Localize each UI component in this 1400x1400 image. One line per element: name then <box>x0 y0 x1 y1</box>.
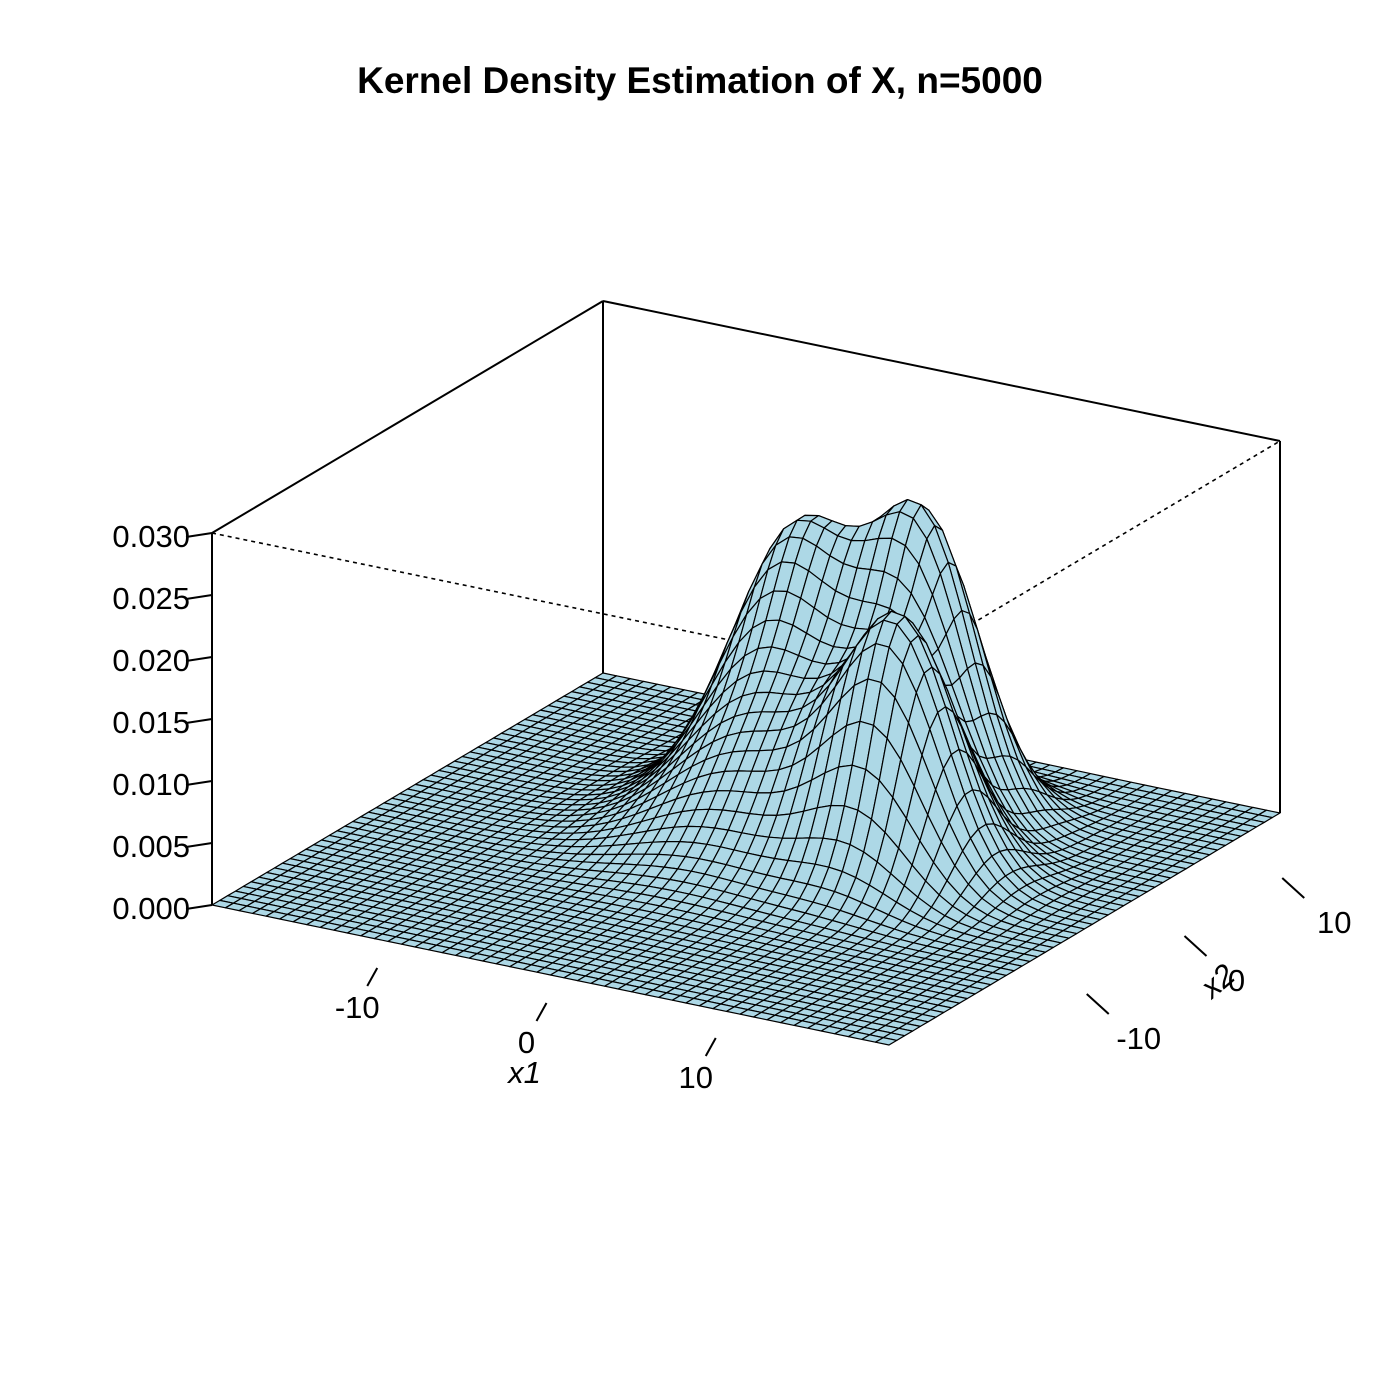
z-tick <box>185 594 213 600</box>
x2-tick-label: 0 <box>1228 963 1245 998</box>
x2-tick <box>1183 935 1208 957</box>
x1-tick <box>366 967 379 987</box>
chart-title: Kernel Density Estimation of X, n=5000 <box>357 60 1043 101</box>
x1-axis: -10 0 10 x1 <box>335 967 717 1095</box>
x1-tick-label: -10 <box>335 990 380 1025</box>
x2-tick <box>1086 993 1110 1015</box>
x1-tick-label: 10 <box>679 1060 713 1095</box>
density-surface <box>211 499 1281 1046</box>
z-axis: 0.000 0.005 0.010 0.015 0.020 0.025 0.030 <box>112 519 213 926</box>
box-edge <box>602 300 1281 442</box>
surface-facet <box>874 1036 898 1046</box>
z-tick <box>185 718 213 724</box>
z-tick-label: 0.010 <box>112 767 190 802</box>
x1-axis-label: x1 <box>506 1055 541 1090</box>
box-edge <box>211 300 604 534</box>
z-tick-label: 0.030 <box>112 519 190 554</box>
z-tick-label: 0.000 <box>112 891 190 926</box>
x1-tick <box>535 1002 548 1022</box>
z-tick-label: 0.020 <box>112 643 190 678</box>
z-tick-label: 0.005 <box>112 829 190 864</box>
z-tick <box>185 904 213 910</box>
x2-tick-label: 10 <box>1317 905 1351 940</box>
z-tick <box>185 532 213 538</box>
z-tick <box>185 780 213 786</box>
z-tick <box>185 842 213 848</box>
x1-tick-label: 0 <box>518 1025 535 1060</box>
x2-tick <box>1281 877 1305 899</box>
z-tick-label: 0.025 <box>112 581 190 616</box>
x2-tick-label: -10 <box>1116 1021 1161 1056</box>
z-tick <box>185 656 213 662</box>
z-tick-label: 0.015 <box>112 705 190 740</box>
x1-tick <box>704 1037 717 1057</box>
